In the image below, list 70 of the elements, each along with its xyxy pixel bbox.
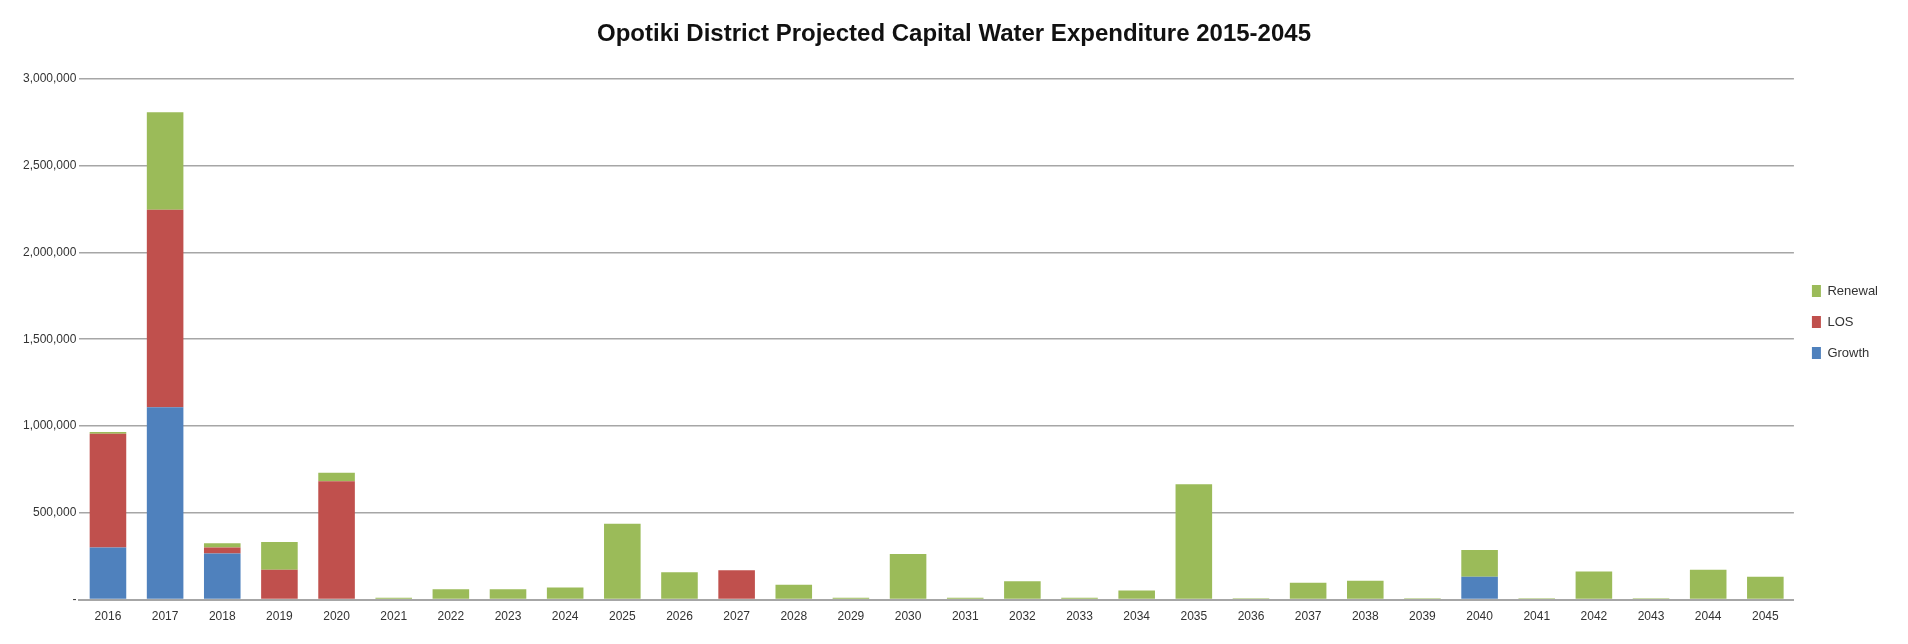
bar: [661, 572, 698, 599]
bar: [889, 553, 927, 599]
bar: [489, 589, 527, 599]
bar: [546, 587, 584, 599]
bar: [203, 543, 241, 548]
bar: [146, 209, 184, 408]
bar: [318, 472, 355, 482]
x-tick-label: 2023: [494, 609, 522, 624]
bar: [1461, 576, 1498, 599]
bar: [1175, 484, 1213, 599]
x-tick-label: 2044: [1694, 609, 1722, 624]
x-tick-label: 2042: [1580, 609, 1608, 624]
x-tick-label: 2037: [1294, 609, 1322, 624]
bar: [1461, 550, 1498, 577]
x-tick-label: 2026: [666, 609, 694, 624]
bar: [1689, 569, 1727, 599]
y-tick-label: 3,000,000: [22, 71, 77, 86]
y-tick-label: 1,000,000: [22, 418, 77, 433]
bar: [261, 569, 298, 599]
bar: [261, 541, 298, 570]
y-tick-label: 500,000: [32, 505, 77, 520]
y-tick-label: -: [72, 591, 77, 606]
bar: [1347, 580, 1384, 599]
bar: [1575, 571, 1613, 599]
x-tick-label: 2043: [1637, 609, 1665, 624]
bar: [203, 553, 241, 599]
x-tick-label: 2018: [208, 609, 236, 624]
bar: [775, 584, 813, 599]
x-tick-label: 2036: [1237, 609, 1265, 624]
bar: [146, 112, 184, 210]
x-tick-label: 2045: [1751, 609, 1780, 624]
bar: [89, 547, 127, 599]
x-tick-label: 2034: [1123, 609, 1151, 624]
y-tick-label: 1,500,000: [22, 331, 77, 346]
x-tick-label: 2017: [151, 609, 179, 624]
x-tick-label: 2031: [951, 609, 979, 624]
bar: [318, 481, 355, 599]
x-tick-label: 2038: [1351, 609, 1379, 624]
x-tick-label: 2028: [780, 609, 808, 624]
y-tick-label: 2,500,000: [22, 157, 77, 172]
y-tick-label: 2,000,000: [22, 244, 77, 259]
legend-label: LOS: [1827, 313, 1854, 329]
x-tick-label: 2039: [1409, 609, 1437, 624]
legend-label: Growth: [1827, 344, 1870, 360]
legend-label: Renewal: [1827, 282, 1879, 298]
bar: [604, 523, 641, 599]
bar: [1289, 582, 1327, 599]
x-tick-label: 2041: [1523, 609, 1551, 624]
x-tick-label: 2035: [1180, 609, 1208, 624]
chart-title: Opotiki District Projected Capital Water Expenditure 2015-2045: [597, 19, 1311, 47]
x-tick-label: 2024: [551, 609, 579, 624]
x-tick-label: 2016: [94, 609, 122, 624]
x-tick-label: 2030: [894, 609, 922, 624]
x-tick-label: 2033: [1066, 609, 1094, 624]
x-tick-label: 2020: [323, 609, 351, 624]
bar: [718, 570, 755, 599]
x-tick-label: 2025: [608, 609, 636, 624]
x-tick-label: 2032: [1009, 609, 1037, 624]
bar: [146, 407, 184, 599]
x-tick-label: 2027: [723, 609, 751, 624]
x-tick-label: 2021: [380, 609, 408, 624]
bar: [432, 589, 470, 599]
x-tick-label: 2019: [266, 609, 294, 624]
x-tick-label: 2022: [437, 609, 465, 624]
x-tick-label: 2040: [1466, 609, 1494, 624]
bar: [1004, 581, 1041, 599]
bar: [1118, 590, 1155, 599]
x-tick-label: 2029: [837, 609, 865, 624]
bar: [89, 433, 127, 548]
bar: [1747, 576, 1784, 599]
